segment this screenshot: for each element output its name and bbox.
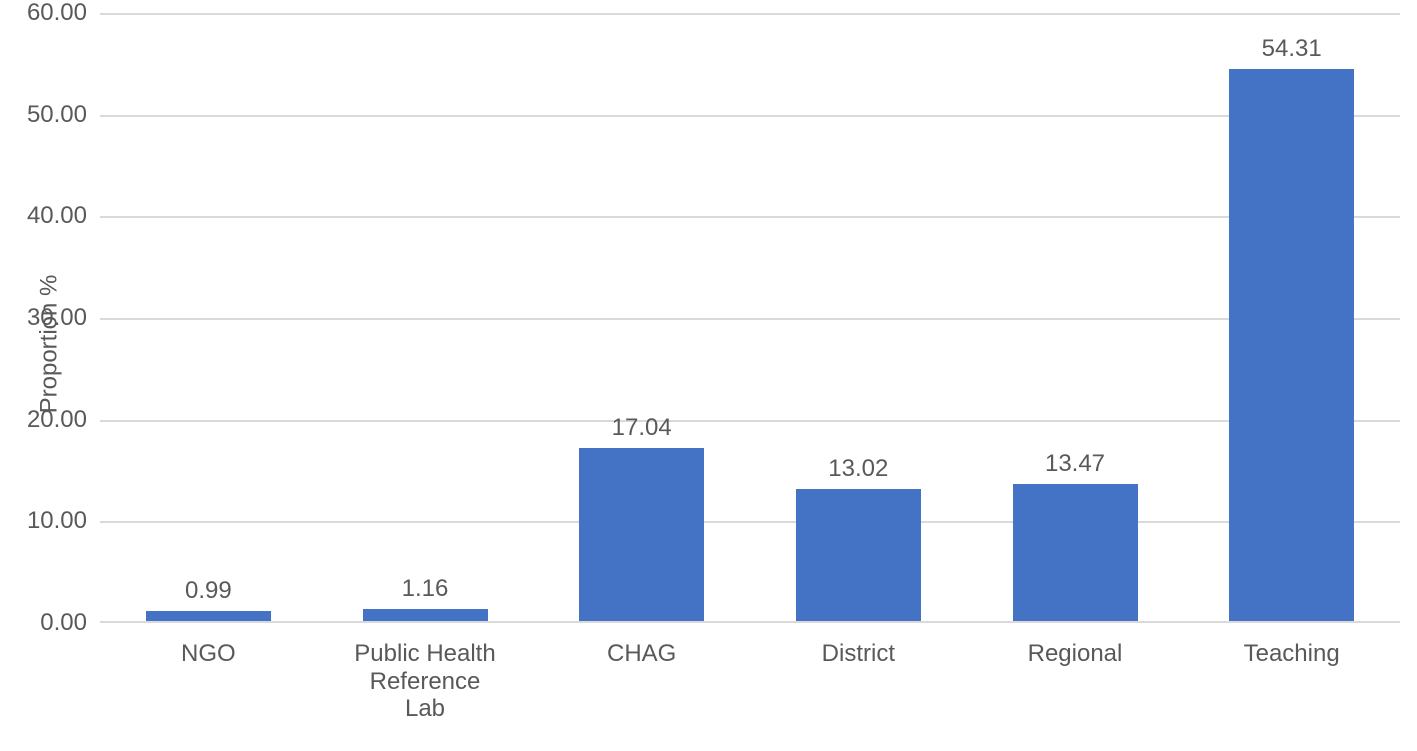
- y-axis-title: Proportion %: [35, 275, 63, 414]
- y-tick-label: 50.00: [7, 103, 87, 127]
- bar: [796, 489, 921, 621]
- y-tick-label: 40.00: [7, 204, 87, 228]
- y-tick-label: 20.00: [7, 408, 87, 432]
- bar-value-label: 13.47: [1015, 452, 1135, 476]
- x-tick-label: District: [758, 640, 958, 668]
- x-tick-label: Regional: [975, 640, 1175, 668]
- gridline: [100, 318, 1400, 320]
- gridline: [100, 521, 1400, 523]
- gridline: [100, 216, 1400, 218]
- y-tick-label: 0.00: [7, 611, 87, 635]
- bar-value-label: 13.02: [798, 457, 918, 481]
- bar: [1229, 69, 1354, 621]
- bar-chart: Proportion % 0.00 10.00 20.00 30.00 40.00 50.…: [0, 0, 1417, 751]
- bar-value-label: 54.31: [1232, 37, 1352, 61]
- gridline: [100, 115, 1400, 117]
- bar-value-label: 17.04: [582, 416, 702, 440]
- gridline: [100, 420, 1400, 422]
- bar: [363, 609, 488, 621]
- x-tick-label: Teaching: [1192, 640, 1392, 668]
- bar: [146, 611, 271, 621]
- y-tick-label: 30.00: [7, 306, 87, 330]
- y-tick-label: 60.00: [7, 1, 87, 25]
- bar-value-label: 1.16: [365, 577, 485, 601]
- bar: [579, 448, 704, 621]
- bar: [1013, 484, 1138, 621]
- x-tick-label: CHAG: [542, 640, 742, 668]
- x-tick-label: NGO: [108, 640, 308, 668]
- y-tick-label: 10.00: [7, 509, 87, 533]
- bar-value-label: 0.99: [148, 579, 268, 603]
- x-tick-label: Public HealthReferenceLab: [325, 640, 525, 723]
- gridline: [100, 13, 1400, 15]
- plot-area: [100, 13, 1400, 623]
